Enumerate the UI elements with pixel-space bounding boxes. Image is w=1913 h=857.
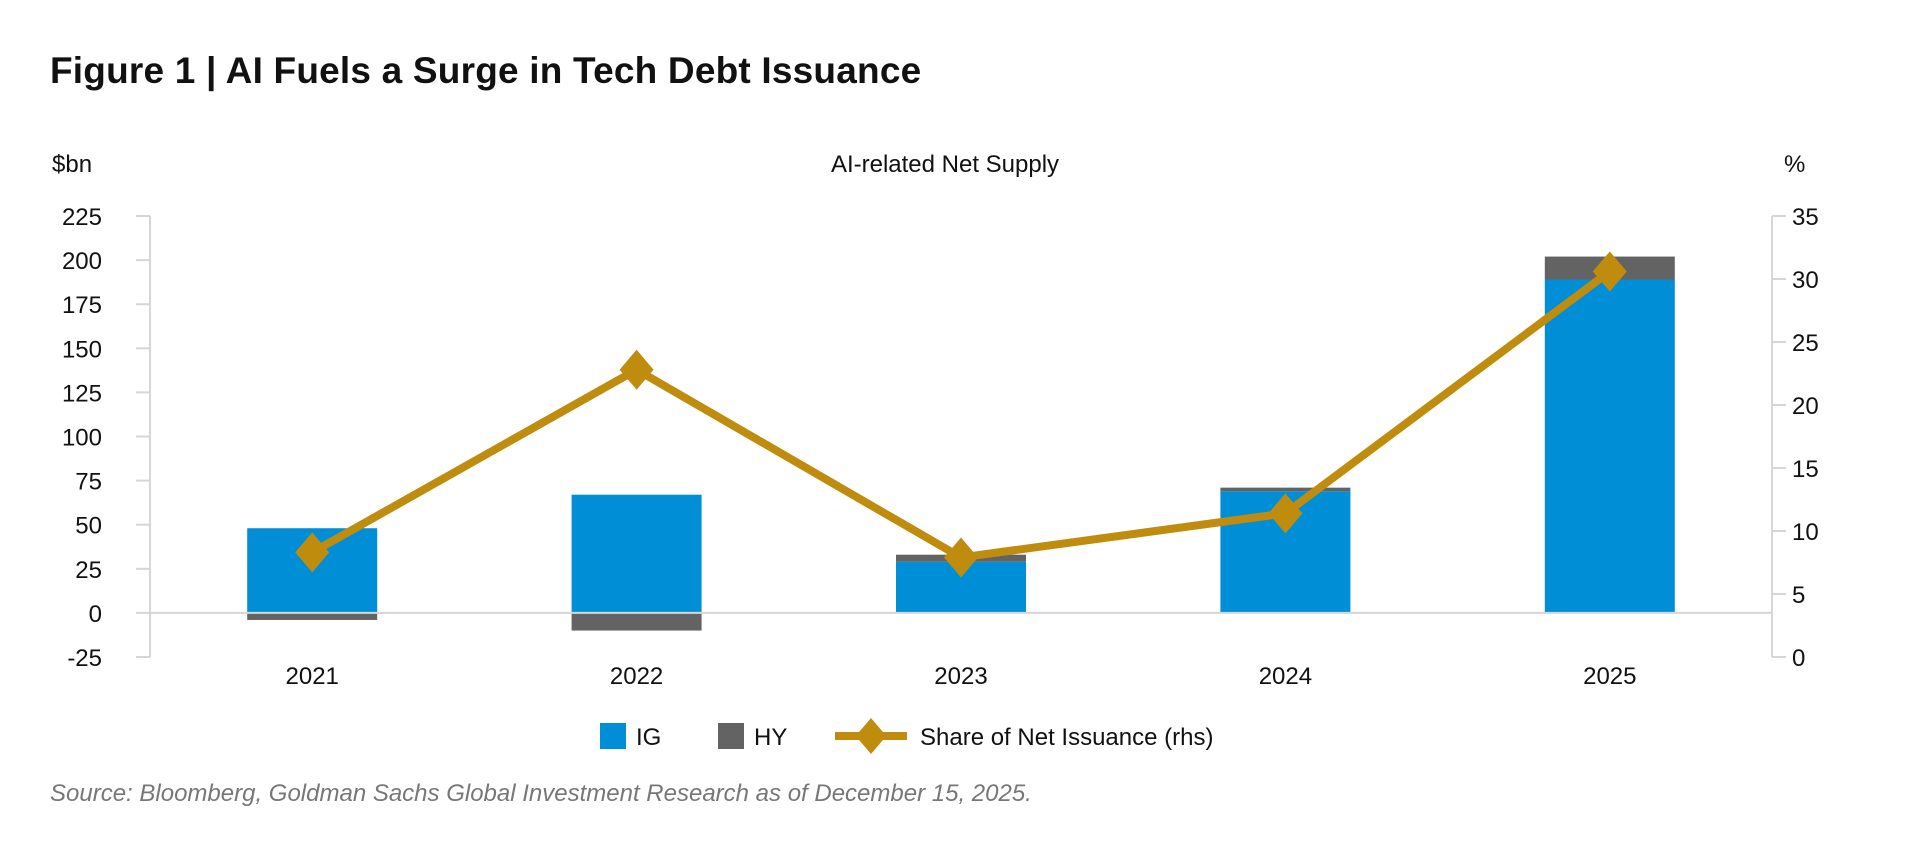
share-marker-2025 xyxy=(1592,251,1627,292)
y-tick-label: 0 xyxy=(89,601,102,628)
y-tick-label: -25 xyxy=(67,645,102,672)
y2-tick-label: 25 xyxy=(1792,330,1819,357)
source-note: Source: Bloomberg, Goldman Sachs Global … xyxy=(50,780,1032,807)
share-marker-2021 xyxy=(295,532,330,573)
x-tick-label: 2023 xyxy=(934,663,987,690)
bar-ig-2022 xyxy=(571,494,702,613)
share-marker-2022 xyxy=(619,349,654,390)
y2-tick-label: 5 xyxy=(1792,582,1805,609)
legend-hy-label: HY xyxy=(754,724,787,751)
y2-axis-label: % xyxy=(1784,151,1805,178)
y-axis-label: $bn xyxy=(52,151,92,178)
y-tick-label: 100 xyxy=(62,425,102,452)
legend-line-label: Share of Net Issuance (rhs) xyxy=(920,724,1213,751)
x-tick-label: 2022 xyxy=(610,663,663,690)
y-tick-label: 175 xyxy=(62,292,102,319)
bar-hy-2021 xyxy=(247,612,378,620)
y-tick-label: 225 xyxy=(62,204,102,231)
y-tick-label: 150 xyxy=(62,336,102,363)
share-line xyxy=(310,268,1613,562)
y-tick-label: 200 xyxy=(62,248,102,275)
y-tick-label: 125 xyxy=(62,380,102,407)
y2-tick-label: 0 xyxy=(1792,645,1805,672)
y-tick-label: 50 xyxy=(75,513,102,540)
figure-title: Figure 1 | AI Fuels a Surge in Tech Debt… xyxy=(50,50,922,91)
y-tick-label: 75 xyxy=(75,469,102,496)
x-tick-label: 2021 xyxy=(286,663,339,690)
y-tick-label: 25 xyxy=(75,557,102,584)
legend-ig-label: IG xyxy=(636,724,661,751)
bar-hy-2024 xyxy=(1220,487,1351,492)
bar-hy-2022 xyxy=(571,612,702,631)
legend-ig-swatch xyxy=(600,723,626,749)
legend-diamond-icon xyxy=(855,718,887,754)
share-marker-2024 xyxy=(1268,493,1303,534)
y2-tick-label: 35 xyxy=(1792,204,1819,231)
y2-tick-label: 10 xyxy=(1792,519,1819,546)
x-tick-label: 2025 xyxy=(1583,663,1636,690)
y2-tick-label: 30 xyxy=(1792,267,1819,294)
share-marker-2023 xyxy=(944,537,978,578)
y2-tick-label: 20 xyxy=(1792,393,1819,420)
bar-ig-2025 xyxy=(1544,279,1675,613)
y2-tick-label: 15 xyxy=(1792,456,1819,483)
legend-hy-swatch xyxy=(718,723,744,749)
x-tick-label: 2024 xyxy=(1259,663,1312,690)
chart-title: AI-related Net Supply xyxy=(831,151,1059,178)
